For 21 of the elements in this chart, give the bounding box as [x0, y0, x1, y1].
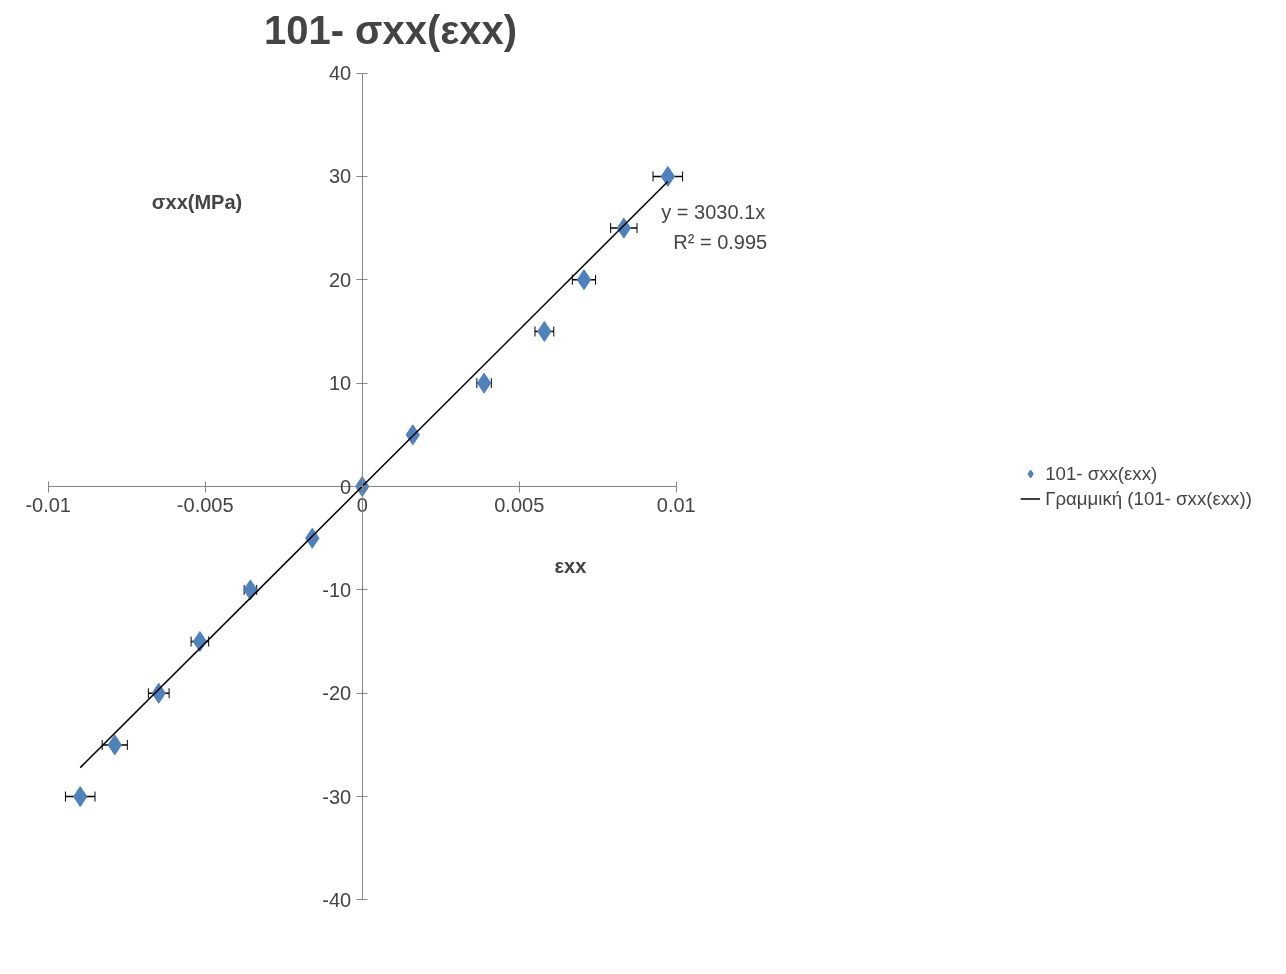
x-tick-label: -0.005 [176, 493, 234, 516]
x-axis-title: εxx [554, 554, 587, 577]
y-tick-label: -10 [322, 578, 352, 601]
y-tick-label: 20 [328, 268, 352, 291]
x-tick-label: 0.01 [656, 493, 696, 516]
x-tick-label: -0.01 [25, 493, 71, 516]
y-tick-label: 30 [328, 165, 352, 188]
y-tick-label: -40 [322, 888, 352, 911]
y-tick-label: -30 [322, 785, 352, 808]
annotation: R² = 0.995 [673, 231, 768, 254]
y-axis-title: σxx(MPa) [151, 191, 243, 214]
x-tick-label: 0.005 [494, 493, 545, 516]
legend-label: 101- σxx(εxx) [1045, 462, 1158, 485]
point [476, 372, 492, 394]
annotation: y = 3030.1x [661, 201, 766, 224]
chart-title: 101- σxx(εxx) [263, 7, 518, 52]
legend-label: Γραμμική (101- σxx(εxx)) [1045, 487, 1252, 510]
point [576, 269, 592, 291]
y-tick-label: 10 [328, 372, 352, 395]
y-tick-label: 40 [328, 62, 352, 85]
y-tick-label: -20 [322, 682, 352, 705]
